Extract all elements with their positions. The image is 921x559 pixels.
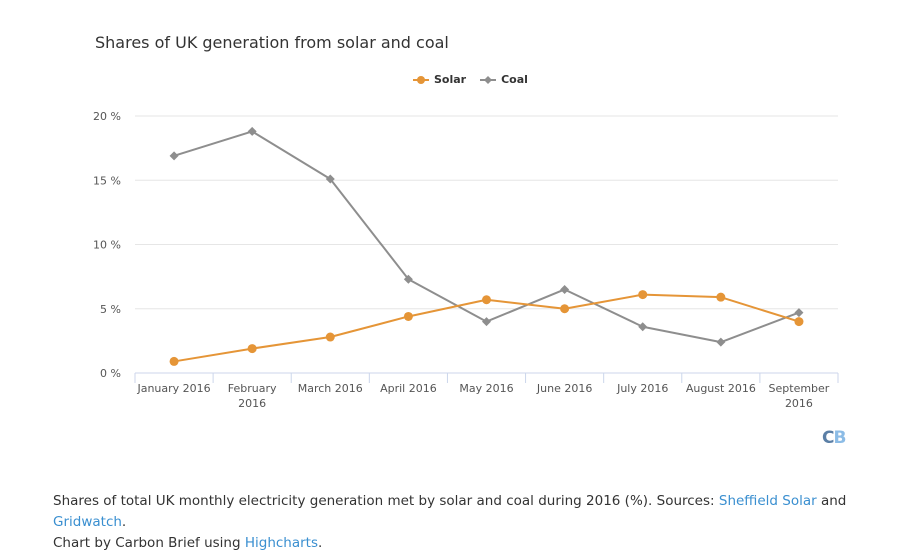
solar-point [325, 332, 335, 342]
x-tick-label: May 2016 [459, 382, 513, 395]
caption-text-3: . [121, 514, 127, 530]
coal-point [482, 317, 491, 327]
coal-point [794, 308, 804, 318]
solar-point [716, 292, 726, 302]
y-tick-label: 0 % [100, 367, 121, 380]
solar-point [482, 295, 491, 305]
series [169, 126, 804, 366]
x-tick-label: January 2016 [136, 382, 210, 395]
coal-point [325, 174, 335, 184]
legend-item-solar[interactable]: Solar [413, 73, 466, 86]
solar-point [560, 304, 570, 314]
line-chart: 0 % 5 % 10 % 15 % 20 % January 2016 February 2… [93, 110, 839, 410]
x-tick-label: July 2016 [616, 382, 668, 395]
x-tick-label-line: April 2016 [380, 382, 437, 395]
y-tick-label: 10 % [93, 239, 121, 252]
caption-text-2: and [816, 493, 847, 509]
x-tick-label: September 2016 [769, 382, 830, 410]
caption: Shares of total UK monthly electricity g… [53, 491, 903, 554]
y-tick-label: 5 % [100, 303, 121, 316]
legend: Solar Coal [413, 73, 528, 86]
x-tick-label-line: September [769, 382, 830, 395]
solar-point [403, 311, 413, 321]
x-axis: January 2016 February 2016 March 2016 April … [134, 372, 839, 410]
x-tick-label-line: February [228, 382, 277, 395]
caption-text-4: Chart by Carbon Brief using [53, 535, 245, 551]
x-tick-label-line: 2016 [785, 397, 813, 410]
solar-point [794, 317, 804, 327]
x-tick-label-line: July 2016 [616, 382, 668, 395]
legend-solar-label: Solar [434, 73, 467, 86]
carbon-brief-logo[interactable]: CB [822, 428, 846, 448]
x-tick-label: August 2016 [686, 382, 756, 395]
x-tick-label-line: January 2016 [136, 382, 210, 395]
gridwatch-link[interactable]: Gridwatch [53, 514, 122, 530]
x-tick-label-line: May 2016 [459, 382, 513, 395]
x-tick-label: March 2016 [298, 382, 363, 395]
sheffield-solar-link[interactable]: Sheffield Solar [718, 493, 817, 509]
legend-item-coal[interactable]: Coal [480, 73, 528, 86]
x-tick-label: February 2016 [228, 382, 277, 410]
y-axis: 0 % 5 % 10 % 15 % 20 % [93, 110, 121, 380]
y-tick-label: 20 % [93, 110, 121, 123]
legend-solar-symbol [413, 75, 429, 84]
chart-title: Shares of UK generation from solar and c… [95, 33, 449, 52]
legend-coal-label: Coal [501, 73, 528, 86]
coal-point [247, 126, 257, 136]
solar-line [173, 293, 800, 363]
x-tick-label-line: August 2016 [686, 382, 756, 395]
y-tick-label: 15 % [93, 174, 121, 187]
solar-point [169, 356, 179, 366]
logo-b: B [833, 428, 846, 448]
legend-coal-symbol [480, 75, 497, 84]
coal-point [560, 284, 570, 294]
caption-text-5: . [318, 535, 323, 551]
coal-point [403, 274, 413, 284]
x-tick-label-line: March 2016 [298, 382, 363, 395]
coal-point [169, 151, 179, 161]
logo-c: C [822, 428, 835, 448]
highcharts-link[interactable]: Highcharts [244, 535, 318, 551]
grid-lines [135, 115, 838, 310]
coal-point [716, 337, 726, 347]
x-tick-label: June 2016 [536, 382, 592, 395]
x-tick-label-line: June 2016 [536, 382, 592, 395]
solar-point [247, 344, 257, 354]
x-tick-label-line: 2016 [238, 397, 266, 410]
x-tick-label: April 2016 [380, 382, 437, 395]
coal-point [638, 322, 648, 332]
caption-text-1: Shares of total UK monthly electricity g… [53, 493, 719, 509]
solar-point [638, 290, 648, 300]
coal-line [173, 130, 800, 344]
